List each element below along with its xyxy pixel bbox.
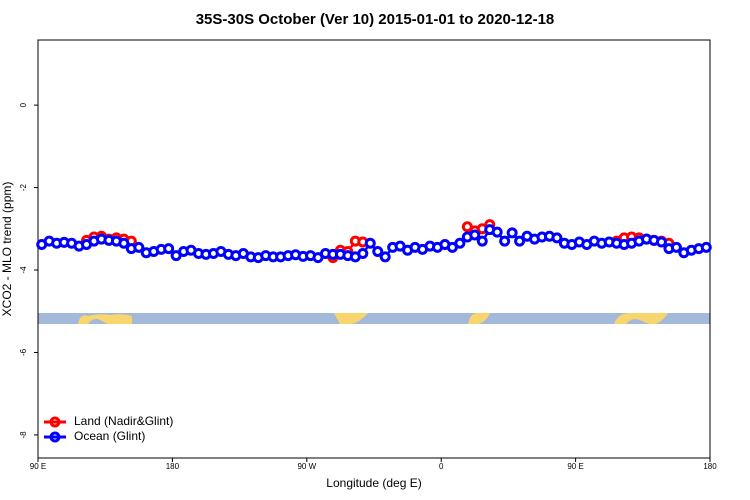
point <box>454 237 466 249</box>
point <box>379 251 391 263</box>
point <box>499 235 511 247</box>
point <box>372 245 384 257</box>
chart-title: 35S-30S October (Ver 10) 2015-01-01 to 2… <box>196 11 555 28</box>
point <box>491 226 503 238</box>
point <box>700 241 712 253</box>
x-tick-label: 90 E <box>567 462 583 471</box>
y-tick-label: 0 <box>19 102 28 107</box>
point <box>655 236 667 248</box>
x-axis-label: Longitude (deg E) <box>326 476 421 490</box>
point <box>364 237 376 249</box>
y-axis-label: XCO2 - MLO trend (ppm) <box>0 182 14 317</box>
x-tick-label: 180 <box>166 462 180 471</box>
legend-label: Land (Nadir&Glint) <box>74 414 173 428</box>
point <box>163 243 175 255</box>
legend-marker <box>49 416 61 428</box>
x-tick-label: 90 E <box>30 462 46 471</box>
y-tick-label: -2 <box>19 183 28 191</box>
point <box>670 241 682 253</box>
legend-label: Ocean (Glint) <box>74 429 145 443</box>
legend: Land (Nadir&Glint) Ocean (Glint) <box>44 414 173 443</box>
x-tick-label: 0 <box>439 462 444 471</box>
land-strip <box>38 313 710 324</box>
x-tick-label: 90 W <box>297 462 316 471</box>
point <box>118 237 130 249</box>
x-tick-label: 180 <box>703 462 717 471</box>
point <box>476 235 488 247</box>
point <box>357 248 369 260</box>
point <box>506 227 518 239</box>
point <box>469 229 481 241</box>
legend-marker <box>49 431 61 443</box>
y-tick-label: -8 <box>19 431 28 439</box>
point <box>514 235 526 247</box>
point <box>133 241 145 253</box>
y-tick-label: -4 <box>19 266 28 274</box>
y-tick-label: -6 <box>19 348 28 356</box>
point <box>551 232 563 244</box>
